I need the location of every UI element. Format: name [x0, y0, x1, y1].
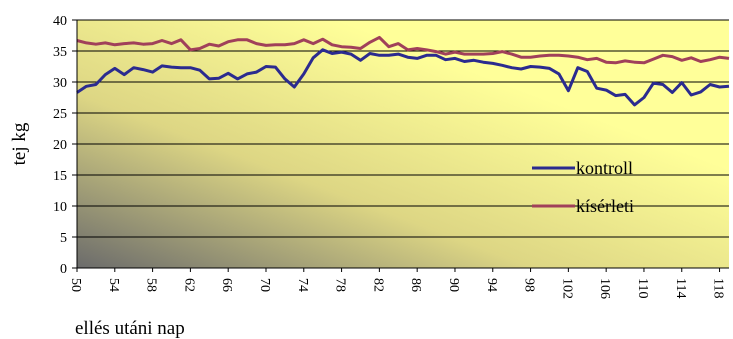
series-line-0 [76, 48, 730, 107]
y-tick-label: 0 [60, 262, 67, 277]
y-tick-label: 10 [53, 200, 67, 215]
y-tick-label: 40 [53, 14, 67, 29]
y-tick-label: 20 [53, 138, 67, 153]
x-tick-label: 118 [711, 278, 726, 298]
x-tick-label: 90 [446, 278, 461, 292]
x-tick-label: 86 [408, 278, 423, 292]
y-tick-label: 15 [53, 169, 67, 184]
x-tick-label: 110 [635, 278, 650, 298]
x-tick-label: 78 [333, 278, 348, 292]
y-axis-label: tej kg [9, 122, 30, 165]
y-tick-label: 30 [53, 76, 67, 91]
x-tick-label: 50 [68, 278, 83, 292]
x-tick-label: 62 [181, 278, 196, 292]
series-lines [76, 35, 730, 107]
legend-label-kontroll: kontroll [576, 158, 633, 178]
x-tick-label: 70 [257, 278, 272, 292]
x-tick-label: 102 [559, 278, 574, 299]
x-axis-ticks: 50 54 58 62 66 70 74 78 82 86 90 94 98 102 106 110 114 11… [68, 268, 726, 299]
gridlines [77, 19, 729, 238]
y-axis-ticks: 0 5 10 15 20 25 30 35 40 [53, 14, 77, 277]
y-tick-label: 35 [53, 45, 67, 60]
y-tick-label: 5 [60, 231, 67, 246]
legend: kontroll kísérleti [532, 158, 634, 216]
legend-label-kiserleti: kísérleti [576, 196, 634, 216]
x-tick-label: 106 [597, 278, 612, 299]
x-tick-label: 98 [522, 278, 537, 292]
series-line-1 [76, 35, 730, 65]
x-tick-label: 74 [295, 278, 310, 292]
x-tick-label: 54 [106, 278, 121, 292]
y-tick-label: 25 [53, 107, 67, 122]
x-tick-label: 114 [673, 278, 688, 298]
x-tick-label: 94 [484, 278, 499, 292]
x-tick-label: 66 [219, 278, 234, 292]
x-axis-label: ellés utáni nap [75, 318, 185, 339]
x-tick-label: 82 [370, 278, 385, 292]
x-tick-label: 58 [144, 278, 159, 292]
